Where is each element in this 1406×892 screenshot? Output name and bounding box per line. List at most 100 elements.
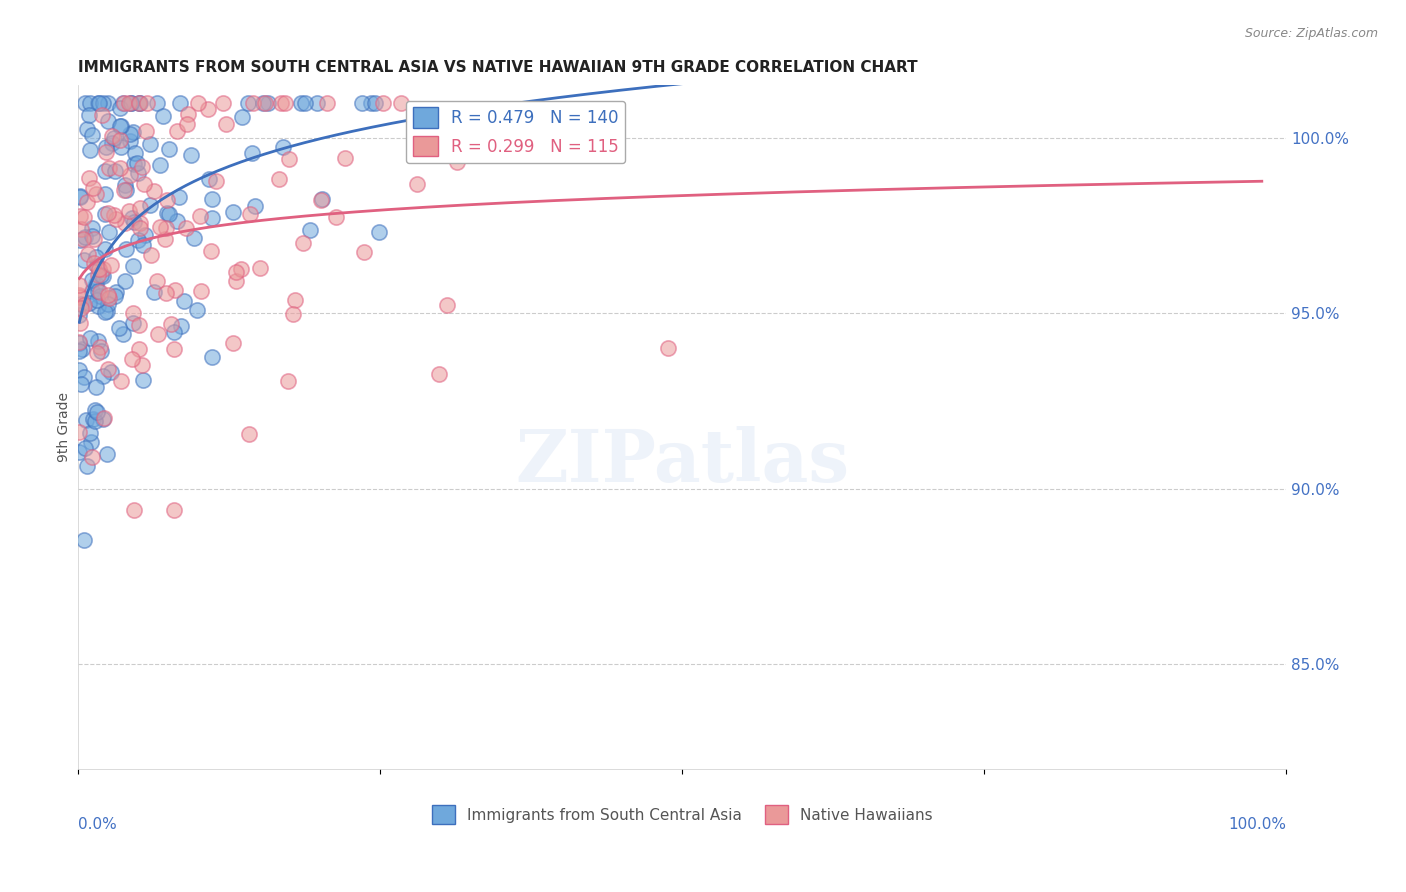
Point [70, 297, 93, 311]
Point [82, 181, 104, 195]
Point [170, 319, 193, 334]
Point [80, 450, 103, 464]
Legend: Immigrants from South Central Asia, Native Hawaiians: Immigrants from South Central Asia, Nati… [426, 799, 938, 830]
Point [229, 262, 252, 277]
Point [82, 284, 104, 298]
Point [135, 95, 157, 110]
Point [215, 117, 238, 131]
Point [96, 140, 118, 154]
Point [156, 194, 179, 208]
Point [93, 305, 115, 319]
Point [143, 285, 166, 299]
Point [104, 289, 127, 303]
Point [73, 95, 96, 110]
Point [360, 95, 382, 110]
Point [104, 163, 127, 178]
Point [350, 95, 373, 110]
Point [86, 300, 108, 314]
Point [325, 210, 347, 224]
Point [112, 183, 135, 197]
Point [80, 272, 103, 286]
Point [108, 321, 131, 335]
Point [183, 231, 205, 245]
Point [197, 172, 219, 186]
Point [94, 243, 117, 257]
Point [75, 229, 97, 244]
Point [270, 95, 292, 110]
Point [118, 204, 141, 219]
Point [91, 95, 114, 110]
Point [231, 110, 253, 124]
Point [110, 374, 132, 388]
Point [87, 95, 110, 110]
Point [249, 261, 271, 276]
Point [97, 95, 120, 110]
Point [112, 95, 135, 110]
Point [76, 194, 98, 209]
Point [89, 285, 111, 299]
Point [82, 221, 104, 235]
Point [87, 268, 110, 282]
Point [239, 207, 262, 221]
Point [86, 405, 108, 419]
Point [94, 207, 117, 221]
Point [79, 425, 101, 440]
Point [114, 178, 136, 193]
Point [163, 325, 186, 339]
Point [69, 290, 91, 304]
Point [157, 142, 180, 156]
Point [405, 177, 427, 191]
Point [128, 95, 150, 110]
Point [69, 377, 91, 392]
Point [163, 342, 186, 356]
Point [128, 221, 150, 235]
Point [446, 155, 468, 169]
Point [67, 334, 90, 349]
Point [122, 306, 145, 320]
Point [128, 95, 150, 110]
Point [273, 140, 295, 154]
Point [135, 124, 157, 138]
Point [89, 341, 111, 355]
Point [104, 212, 127, 227]
Point [69, 233, 91, 247]
Point [91, 262, 114, 277]
Point [76, 121, 98, 136]
Point [120, 127, 142, 141]
Point [197, 102, 219, 116]
Point [96, 447, 118, 461]
Point [267, 172, 290, 186]
Point [391, 95, 413, 110]
Point [292, 236, 315, 251]
Point [240, 146, 263, 161]
Point [73, 210, 96, 224]
Point [79, 434, 101, 449]
Point [333, 152, 356, 166]
Point [225, 275, 247, 289]
Point [73, 253, 96, 268]
Point [139, 197, 162, 211]
Point [134, 178, 156, 192]
Point [122, 503, 145, 517]
Point [84, 380, 107, 394]
Point [160, 318, 183, 332]
Point [67, 445, 90, 459]
Point [167, 190, 190, 204]
Point [87, 262, 110, 277]
Point [103, 209, 125, 223]
Point [89, 289, 111, 303]
Point [153, 232, 176, 246]
Point [657, 341, 679, 355]
Point [101, 128, 124, 143]
Point [166, 213, 188, 227]
Point [222, 205, 245, 219]
Point [76, 247, 98, 261]
Point [86, 293, 108, 307]
Point [277, 152, 299, 166]
Point [97, 206, 120, 220]
Point [132, 373, 155, 387]
Point [299, 223, 322, 237]
Point [108, 101, 131, 115]
Point [427, 367, 450, 381]
Point [149, 158, 172, 172]
